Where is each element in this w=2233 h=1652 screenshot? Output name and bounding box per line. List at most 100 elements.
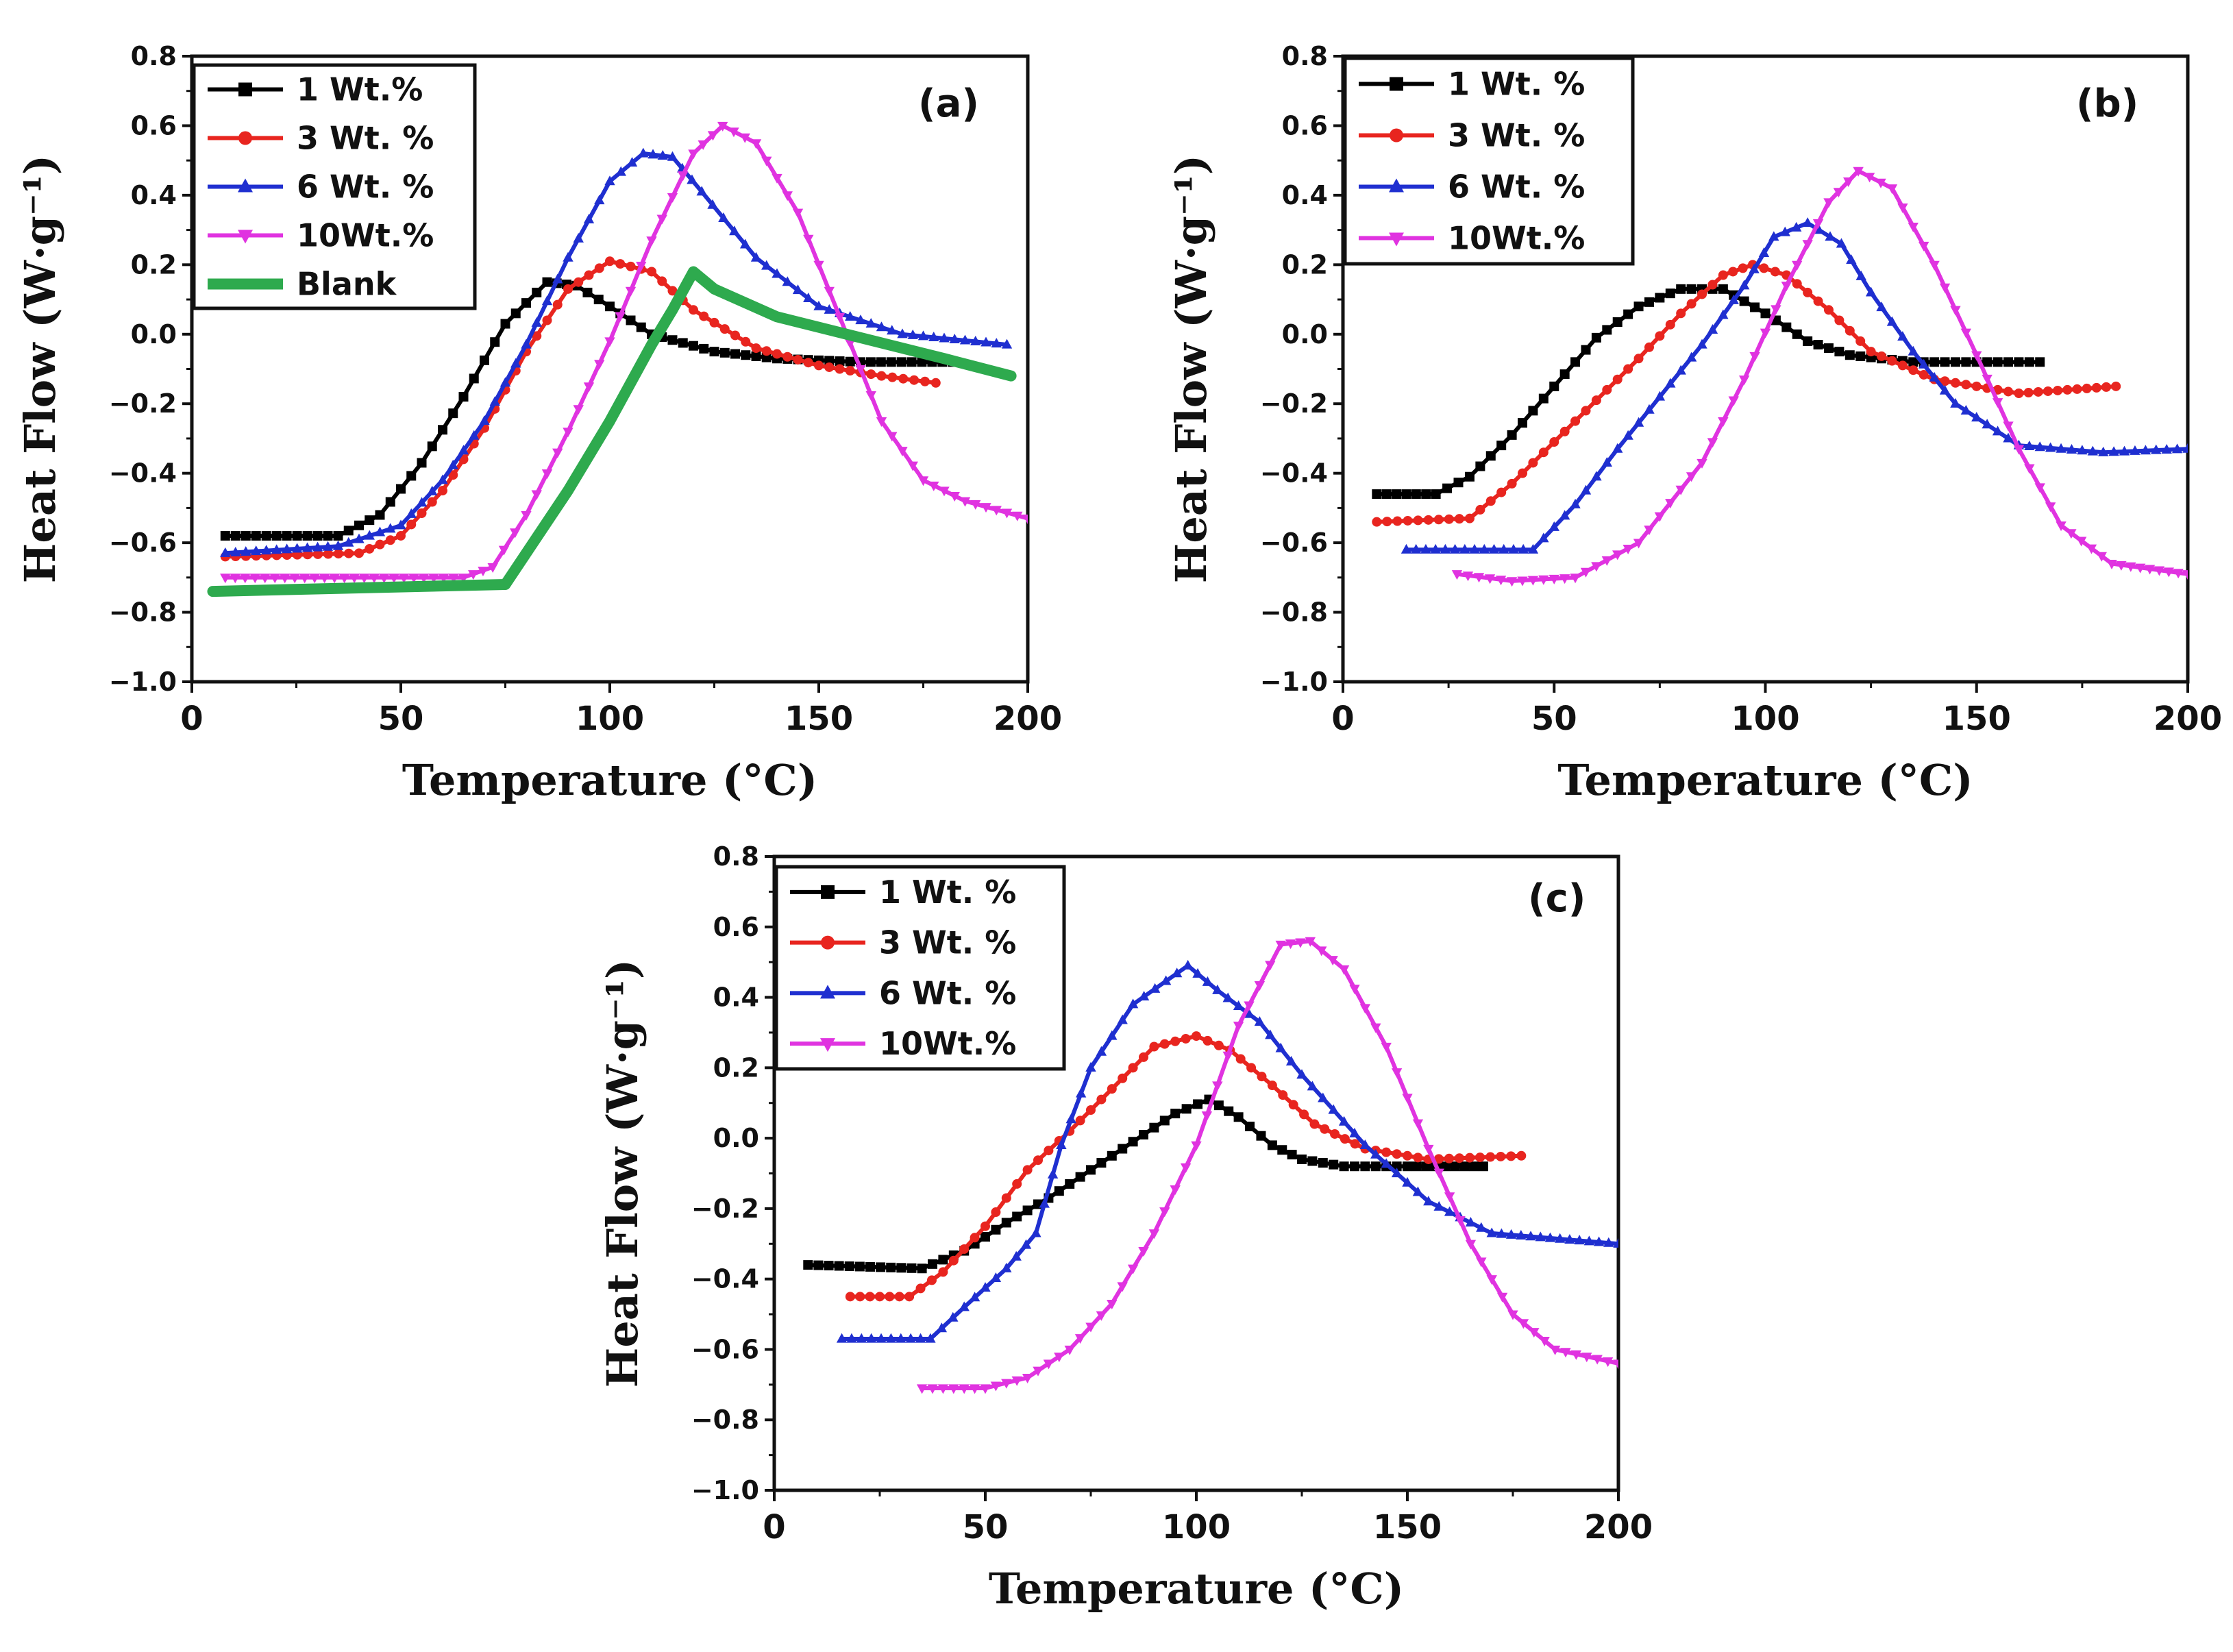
data-point	[1012, 511, 1023, 521]
data-point	[1096, 1094, 1107, 1105]
data-point	[792, 284, 804, 295]
data-point	[636, 322, 646, 332]
data-point	[2111, 381, 2121, 391]
data-point	[667, 193, 678, 203]
data-point	[1580, 484, 1592, 495]
data-point	[936, 1322, 948, 1333]
data-point	[905, 1333, 916, 1343]
legend-marker	[820, 985, 835, 999]
legend-label: 1 Wt. %	[1448, 66, 1585, 103]
data-point	[448, 408, 458, 419]
data-point	[319, 574, 330, 584]
data-point	[887, 432, 898, 442]
data-point	[396, 484, 406, 494]
data-point	[897, 447, 908, 457]
data-point	[678, 338, 688, 348]
data-point	[281, 543, 293, 554]
data-point	[2043, 386, 2053, 396]
data-point	[1718, 284, 1728, 294]
data-point	[928, 331, 939, 341]
data-point	[896, 1333, 906, 1343]
data-point	[907, 329, 918, 339]
data-point	[615, 259, 626, 269]
data-point	[626, 315, 636, 325]
data-point	[969, 1384, 980, 1394]
data-point	[1813, 296, 1823, 306]
data-point	[1549, 574, 1559, 584]
data-point	[741, 350, 751, 360]
data-point	[1570, 574, 1581, 584]
data-point	[385, 535, 395, 545]
data-point	[1961, 380, 1971, 390]
data-point	[949, 333, 960, 343]
data-point	[302, 550, 312, 560]
data-point	[1845, 325, 1855, 336]
data-point	[1929, 357, 1940, 367]
data-point	[1075, 1115, 1085, 1126]
y-tick-label: −1.0	[109, 667, 177, 697]
data-point	[563, 284, 573, 294]
data-point	[1309, 1119, 1320, 1129]
data-point	[1505, 1229, 1517, 1239]
data-point	[845, 311, 856, 321]
data-point	[1288, 1100, 1298, 1110]
data-point	[782, 352, 793, 362]
data-point	[531, 317, 542, 327]
data-point	[875, 1292, 885, 1302]
data-point	[970, 500, 981, 510]
data-point	[329, 574, 340, 584]
data-point	[1287, 1150, 1297, 1160]
data-point	[1096, 1046, 1107, 1056]
data-point	[2024, 440, 2035, 450]
data-point	[289, 574, 300, 584]
data-point	[1686, 284, 1697, 294]
data-point	[1728, 294, 1739, 304]
data-point	[271, 544, 282, 554]
data-point	[437, 474, 448, 484]
data-point	[1527, 576, 1539, 586]
data-point	[1623, 309, 1633, 319]
series-group	[1372, 167, 2188, 587]
data-point	[1570, 498, 1581, 508]
data-point	[1993, 357, 2003, 367]
data-point	[1518, 468, 1528, 478]
legend-label: 6 Wt. %	[297, 169, 434, 206]
data-point	[312, 530, 323, 541]
data-point	[1697, 338, 1707, 349]
data-point	[646, 236, 657, 247]
data-point	[1555, 1233, 1566, 1243]
data-point	[1939, 283, 1951, 293]
data-point	[990, 1381, 1002, 1392]
data-point	[1768, 231, 1779, 241]
y-tick-label: 0.2	[1282, 249, 1328, 280]
data-point	[2096, 552, 2107, 562]
data-point	[2182, 570, 2188, 580]
legend-label: 10Wt.%	[1448, 220, 1585, 257]
data-point	[604, 337, 615, 347]
data-point	[282, 530, 292, 541]
data-point	[1686, 352, 1697, 362]
data-point	[552, 273, 563, 284]
data-point	[1728, 396, 1739, 406]
legend-marker	[238, 178, 253, 193]
data-point	[220, 530, 230, 541]
series-group	[207, 121, 1028, 597]
y-tick-label: −0.8	[1260, 597, 1328, 628]
data-point	[1278, 1090, 1288, 1100]
data-point	[980, 1232, 990, 1242]
data-point	[1433, 515, 1444, 525]
data-point	[220, 547, 231, 557]
data-point	[1320, 1124, 1330, 1134]
data-point	[1464, 513, 1475, 523]
y-axis-title: Heat Flow (W·g⁻¹)	[1166, 155, 1216, 583]
data-point	[1370, 1148, 1381, 1159]
data-point	[1307, 1156, 1318, 1166]
y-tick-label: −0.8	[691, 1405, 759, 1435]
data-point	[1581, 406, 1591, 416]
data-point	[438, 425, 447, 435]
data-point	[845, 356, 855, 367]
data-point	[1329, 1159, 1339, 1170]
data-point	[615, 166, 626, 176]
data-point	[490, 337, 500, 347]
data-point	[824, 304, 835, 314]
